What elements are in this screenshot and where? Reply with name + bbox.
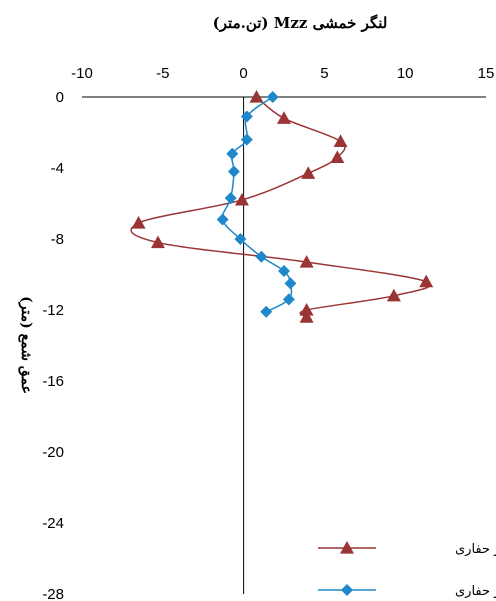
y-tick-label: -20 <box>42 444 64 461</box>
legend-marker <box>341 584 353 596</box>
data-point <box>299 255 314 268</box>
data-point <box>240 133 253 146</box>
series-layer <box>130 90 434 323</box>
data-point <box>234 192 249 206</box>
x-tick-label: -10 <box>71 65 93 82</box>
y-tick-label: -28 <box>42 586 64 601</box>
data-point <box>419 274 434 288</box>
x-tick-label: -5 <box>156 65 169 82</box>
data-point <box>299 303 314 316</box>
data-point <box>282 293 295 306</box>
y-tick-label: -8 <box>51 231 64 248</box>
legend-label: قبل از حفاری <box>455 584 496 599</box>
data-point <box>249 90 264 103</box>
y-ticks: 0 -4 -8 -12 -16 -20 -24 -28 <box>42 89 64 601</box>
data-point <box>131 216 146 229</box>
legend: بعد از حفاری قبل از حفاری <box>318 541 496 599</box>
x-tick-label: 5 <box>320 65 328 82</box>
series-line <box>130 96 431 318</box>
data-point <box>240 110 253 123</box>
data-point <box>278 264 290 277</box>
axes <box>82 96 486 594</box>
data-point <box>277 111 291 124</box>
y-tick-label: -12 <box>42 302 64 319</box>
x-tick-label: 0 <box>239 65 247 82</box>
series-line <box>221 96 293 313</box>
y-tick-label: -24 <box>42 515 64 532</box>
data-point <box>226 147 239 160</box>
data-point <box>266 91 279 103</box>
x-tick-label: 10 <box>397 65 414 82</box>
series-2 <box>216 91 297 318</box>
y-tick-label: -4 <box>51 160 64 177</box>
x-tick-label: 15 <box>478 65 495 82</box>
legend-item-2: قبل از حفاری <box>318 584 496 599</box>
data-point <box>227 165 240 178</box>
data-point <box>330 150 345 163</box>
data-point <box>301 166 316 179</box>
data-point <box>255 250 268 263</box>
legend-item-1: بعد از حفاری <box>318 541 496 557</box>
legend-marker <box>340 541 354 554</box>
y-tick-label: 0 <box>56 89 64 106</box>
x-ticks: -10 -5 0 5 10 15 <box>71 65 494 82</box>
data-point <box>150 235 165 249</box>
data-point <box>260 305 273 318</box>
y-axis-label: عمق شمع (متر) <box>18 296 34 394</box>
data-point <box>386 288 401 302</box>
data-point <box>224 192 237 205</box>
data-point <box>234 233 247 245</box>
data-point <box>333 134 348 147</box>
series-1 <box>130 90 434 323</box>
y-tick-label: -16 <box>42 373 64 390</box>
data-point <box>216 213 229 226</box>
data-point <box>284 277 297 290</box>
chart-title: لنگر خمشی Mzz (تن.متر) <box>213 14 388 32</box>
data-point <box>299 310 314 323</box>
legend-label: بعد از حفاری <box>455 542 496 557</box>
